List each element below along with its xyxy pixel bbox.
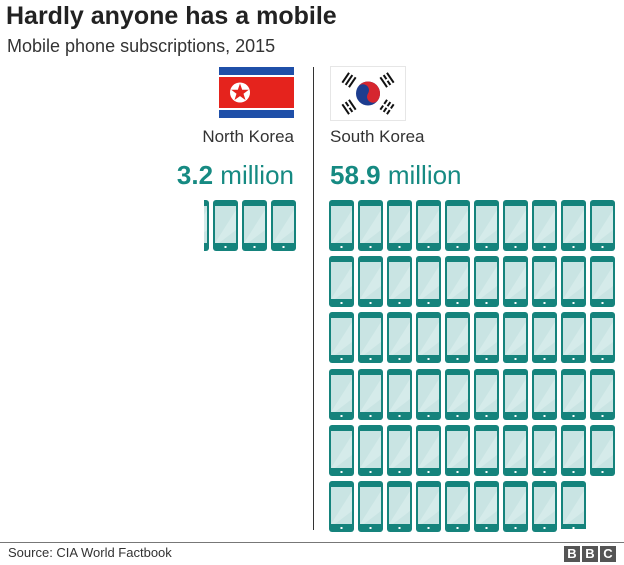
- bbc-logo: B B C: [564, 546, 616, 562]
- phone-icon: [416, 369, 441, 420]
- bbc-logo-letter: C: [600, 546, 616, 562]
- phone-icon: [358, 369, 383, 420]
- phone-icon: [387, 256, 412, 307]
- value-unit: million: [380, 160, 462, 190]
- phone-icon: [387, 200, 412, 251]
- phone-icon: [416, 200, 441, 251]
- phone-icon: [387, 481, 412, 532]
- phone-icon: [358, 312, 383, 363]
- phone-icon: [474, 200, 499, 251]
- phone-icon: [561, 425, 586, 476]
- chart-subtitle: Mobile phone subscriptions, 2015: [7, 36, 276, 56]
- phone-icon: [532, 369, 557, 420]
- phone-icon: [590, 256, 615, 307]
- phone-icon: [445, 312, 470, 363]
- phone-icon: [213, 200, 238, 251]
- phone-icon: [329, 425, 354, 476]
- phone-icon: [242, 200, 267, 251]
- phone-icon: [503, 312, 528, 363]
- phone-icon: [532, 481, 557, 532]
- south-korea-flag-icon: [330, 66, 406, 121]
- country-label-south-korea: South Korea: [330, 127, 425, 146]
- phone-icon: [358, 481, 383, 532]
- phone-icon: [329, 312, 354, 363]
- phone-icon: [329, 256, 354, 307]
- phone-icon: [358, 256, 383, 307]
- bbc-logo-letter: B: [582, 546, 598, 562]
- phone-icon: [358, 200, 383, 251]
- phone-icon: [445, 481, 470, 532]
- phone-icon: [532, 312, 557, 363]
- source-note: Source: CIA World Factbook: [8, 545, 172, 560]
- phone-icon: [474, 481, 499, 532]
- phone-icon: [503, 425, 528, 476]
- country-label-north-korea: North Korea: [202, 127, 294, 146]
- phone-icon: [561, 481, 586, 529]
- chart-title: Hardly anyone has a mobile: [6, 2, 337, 30]
- phone-icon: [561, 200, 586, 251]
- phone-icon: [387, 312, 412, 363]
- phone-icon: [329, 481, 354, 532]
- phone-icon: [445, 256, 470, 307]
- phone-icon: [204, 200, 209, 251]
- phone-icon: [387, 425, 412, 476]
- phone-icon: [590, 425, 615, 476]
- phone-icon: [387, 369, 412, 420]
- north-korea-flag-icon: [219, 67, 294, 118]
- phone-icon: [271, 200, 296, 251]
- phone-icon: [416, 425, 441, 476]
- phone-icon: [416, 312, 441, 363]
- phone-icon: [474, 256, 499, 307]
- phone-icon: [532, 256, 557, 307]
- phone-icon: [561, 312, 586, 363]
- value-north-korea: 3.2 million: [177, 160, 294, 191]
- phone-icon: [358, 425, 383, 476]
- phone-icon: [561, 256, 586, 307]
- phone-icon: [590, 369, 615, 420]
- phone-icon: [445, 200, 470, 251]
- phone-icon: [503, 481, 528, 532]
- phone-icon: [445, 369, 470, 420]
- phone-icon: [416, 481, 441, 532]
- phone-icon: [329, 369, 354, 420]
- phone-icon: [590, 312, 615, 363]
- footer-divider: [0, 542, 624, 543]
- value-number: 3.2: [176, 160, 214, 190]
- phone-icon: [474, 425, 499, 476]
- phone-icon: [416, 256, 441, 307]
- phone-icon: [590, 200, 615, 251]
- bbc-logo-letter: B: [564, 546, 580, 562]
- phone-icon: [503, 200, 528, 251]
- phone-icon: [532, 200, 557, 251]
- value-unit: million: [213, 160, 294, 190]
- phone-icon: [474, 312, 499, 363]
- phone-icon: [532, 425, 557, 476]
- phone-icon: [503, 256, 528, 307]
- divider-line: [313, 67, 314, 530]
- phone-icon: [561, 369, 586, 420]
- phone-icon: [329, 200, 354, 251]
- value-south-korea: 58.9 million: [330, 160, 462, 191]
- phone-icon: [445, 425, 470, 476]
- phone-icon: [474, 369, 499, 420]
- value-number: 58.9: [330, 160, 381, 190]
- phone-icon: [503, 369, 528, 420]
